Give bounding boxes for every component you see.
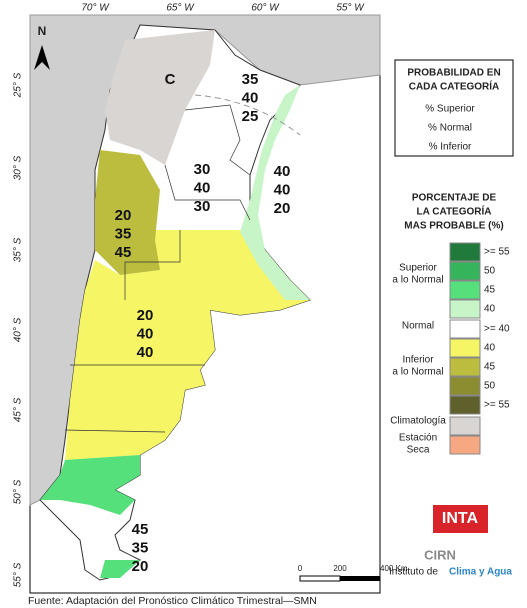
region-label: 30 (194, 161, 211, 178)
legend-swatch (449, 242, 481, 262)
legend-swatch-label: 50 (484, 381, 496, 392)
legend-title: LA CATEGORÍA (417, 205, 492, 218)
legend-box-title: PROBABILIDAD EN (407, 68, 500, 79)
legend-swatch (449, 435, 481, 455)
zone-superior-40 (240, 85, 310, 300)
scale-bar-label: 400 Km (380, 564, 408, 573)
region-label: 20 (132, 558, 149, 575)
legend-swatch (449, 338, 481, 358)
legend-group-label: Superior (399, 263, 437, 274)
dashed-boundary (194, 94, 301, 136)
region-label: 20 (274, 200, 291, 217)
region-label: C (165, 71, 176, 88)
legend-group-label: Seca (407, 445, 430, 456)
scale-bar-segment (299, 575, 341, 582)
region-label: 35 (242, 71, 259, 88)
legend-box-item: % Superior (425, 104, 475, 115)
lat-tick-label: 30° S (13, 155, 24, 180)
legend-title: PORCENTAJE DE (412, 193, 497, 204)
region-label: 40 (137, 325, 154, 342)
legend-group-label: Normal (402, 321, 434, 332)
province-lines (64, 104, 251, 433)
legend-swatch-label: >= 55 (484, 400, 510, 411)
legend-box-item: % Inferior (429, 142, 472, 153)
province-line (164, 164, 251, 221)
legend-swatch (449, 280, 481, 300)
legend-box-item: % Normal (428, 123, 472, 134)
province-line (124, 230, 181, 300)
zone-inferior-40 (65, 230, 310, 460)
legend-group-label: a lo Normal (392, 367, 443, 378)
region-label: 40 (137, 344, 154, 361)
north-arrow (34, 45, 50, 70)
logo-inta-box (433, 505, 488, 533)
legend-swatch-label: >= 55 (484, 247, 510, 258)
legend-group-label: Inferior (402, 355, 434, 366)
lon-tick-label: 70° W (81, 3, 110, 14)
legend-swatch (449, 376, 481, 396)
region-label: 40 (274, 181, 291, 198)
lat-tick-label: 25° S (13, 72, 24, 98)
logo-cirn: CIRN (424, 547, 456, 562)
region-label: 35 (115, 225, 132, 242)
legend-swatch (449, 416, 481, 436)
region-label: 20 (137, 307, 154, 324)
lon-tick-label: 60° W (251, 3, 280, 14)
legend-swatch-label: 50 (484, 266, 496, 277)
legend-swatch (449, 395, 481, 415)
region-label: 30 (194, 198, 211, 215)
legend-swatch (449, 357, 481, 377)
zone-superior-45 (40, 455, 140, 515)
legend-swatch (449, 299, 481, 319)
region-label: 40 (194, 179, 211, 196)
region-label: 35 (132, 539, 149, 556)
zone-climatology (105, 30, 215, 165)
legend-group-label: Estación (399, 433, 437, 444)
region-label: 40 (274, 163, 291, 180)
lon-tick-label: 55° W (336, 3, 365, 14)
region-label: 25 (242, 108, 259, 125)
zone-inferior-45 (95, 150, 160, 275)
legend-group-label: Climatología (390, 416, 446, 427)
region-label: 45 (115, 244, 132, 261)
scale-bar-label: 0 (298, 564, 303, 573)
logo-institute-highlight: Clima y Agua (449, 567, 512, 578)
legend-swatch-label: 40 (484, 343, 496, 354)
logo-inta: INTA (442, 510, 479, 527)
legend-swatch-label: 40 (484, 304, 496, 315)
zone-superior-45-south (100, 560, 140, 578)
legend-swatch (449, 261, 481, 281)
logo-institute: Instituto de (389, 567, 438, 578)
legend-title: MAS PROBABLE (%) (404, 221, 503, 232)
legend-swatch (449, 319, 481, 339)
legend-swatch-label: 45 (484, 362, 496, 373)
legend-swatch-label: 45 (484, 285, 496, 296)
north-label: N (38, 24, 47, 38)
lat-tick-label: 50° S (13, 479, 24, 504)
legend-box-title: CADA CATEGORÍA (409, 80, 500, 93)
lat-tick-label: 55° S (13, 562, 24, 587)
lat-tick-label: 35° S (13, 237, 24, 262)
lat-tick-label: 40° S (13, 317, 24, 342)
lat-tick-label: 45° S (13, 397, 24, 422)
province-line (64, 429, 166, 433)
footer: Fuente: Adaptación del Pronóstico Climát… (28, 595, 317, 607)
scale-bar-segment (340, 576, 380, 581)
legend-group-label: a lo Normal (392, 275, 443, 286)
legend-box (394, 59, 514, 157)
legend-swatch-label: >= 40 (484, 324, 510, 335)
region-label: 45 (132, 521, 149, 538)
province-line (184, 104, 251, 176)
region-label: 20 (115, 207, 132, 224)
scale-bar-label: 200 (333, 564, 347, 573)
lon-tick-label: 65° W (166, 3, 195, 14)
region-label: 40 (242, 89, 259, 106)
